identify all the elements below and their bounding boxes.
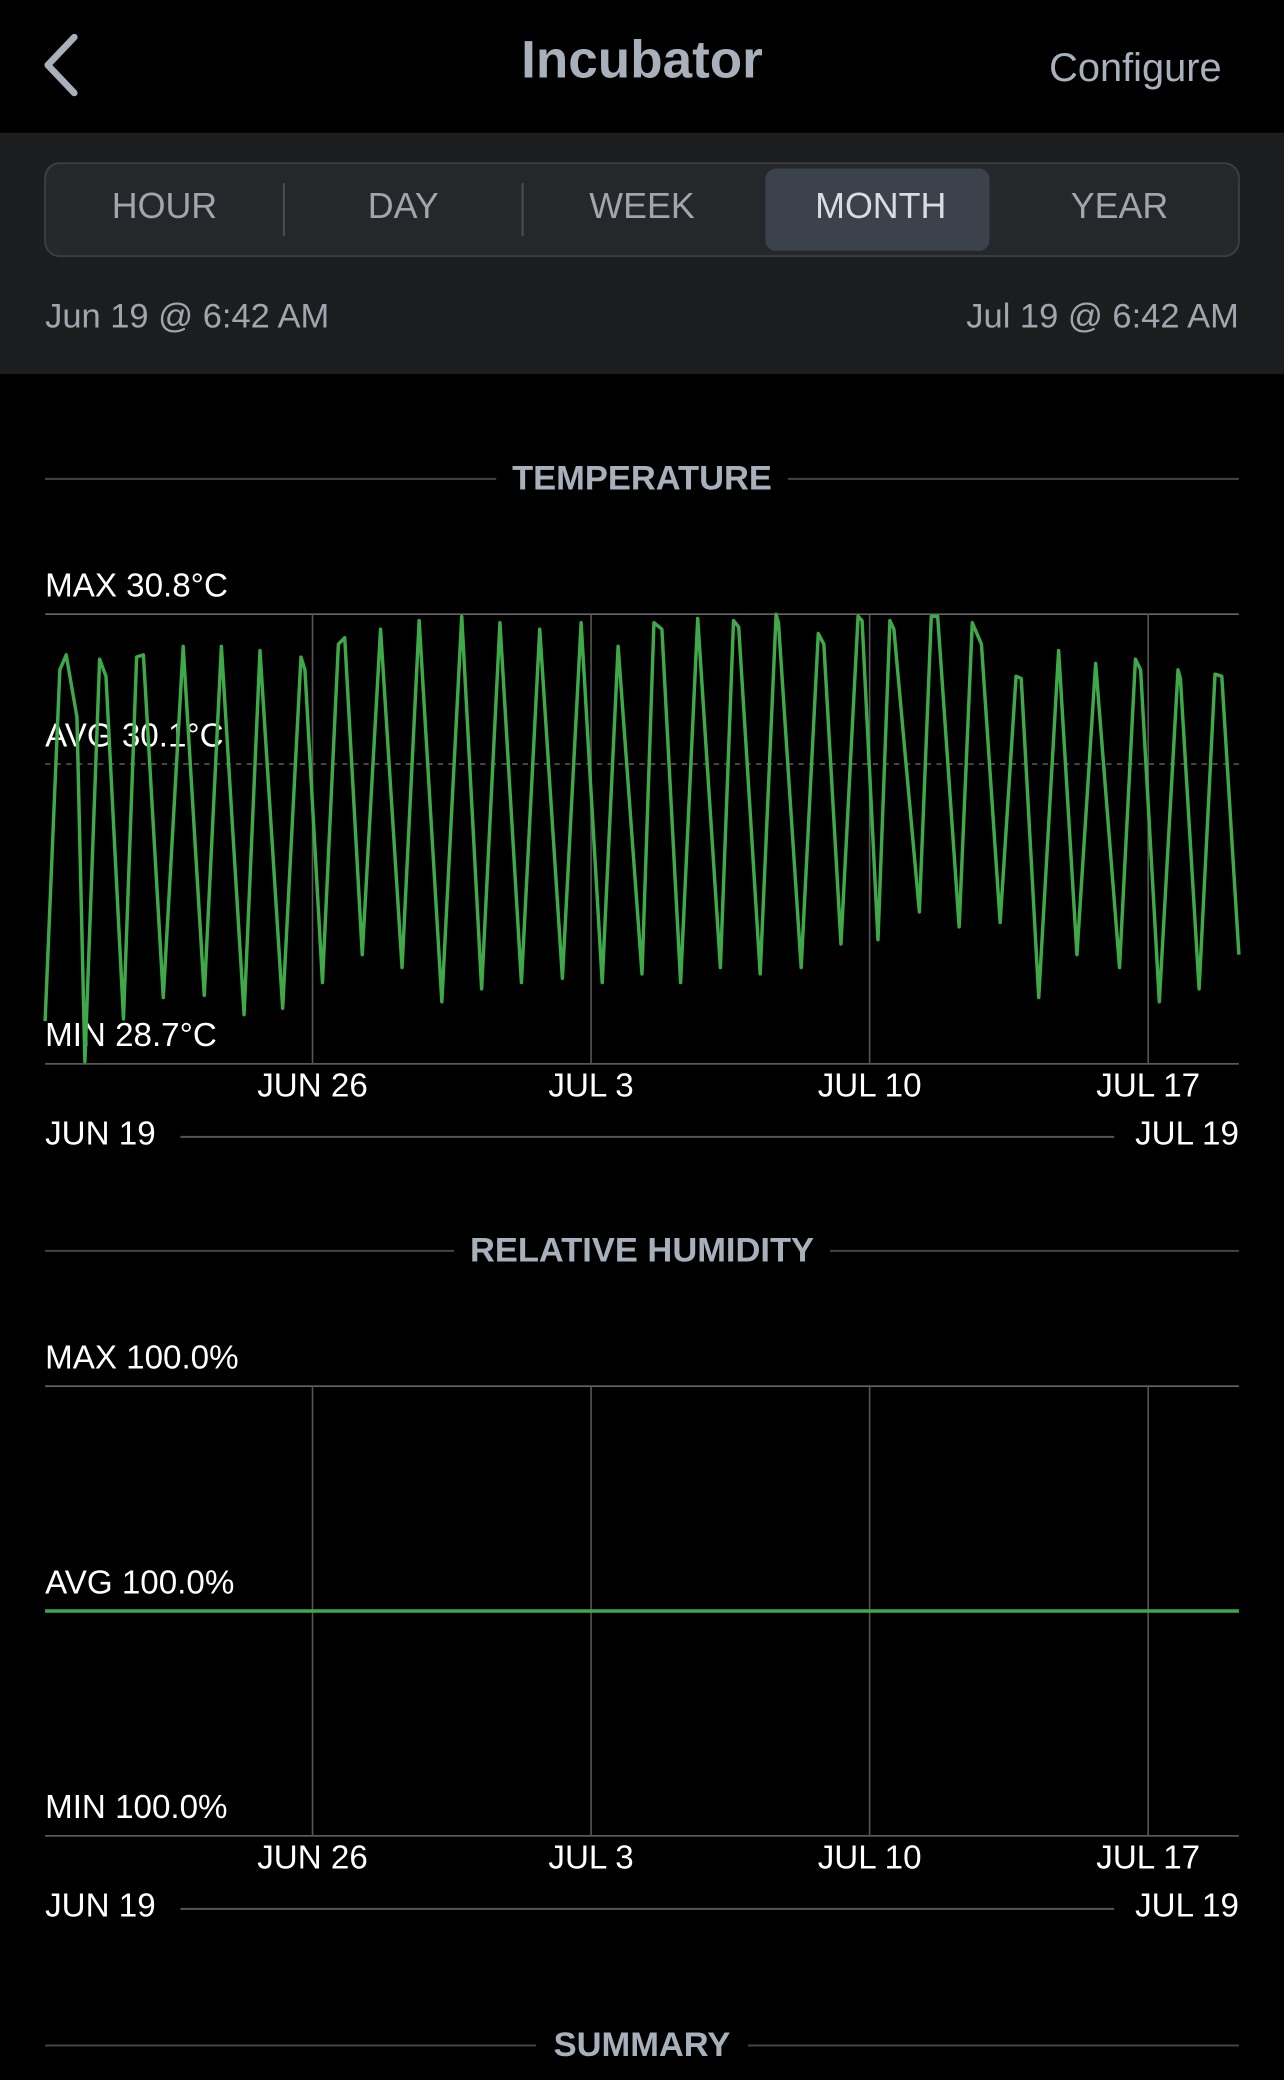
x-tick-label: JUL 17 — [1096, 1840, 1200, 1877]
chart: RELATIVE HUMIDITY MAX 100.0% AVG 100.0% MIN… — [45, 1231, 1239, 1924]
y-tick-label: AVG 100.0% — [45, 1564, 234, 1601]
y-tick-label: MIN 100.0% — [45, 1789, 227, 1826]
y-tick-label: MAX 100.0% — [45, 1339, 239, 1376]
tabs: HOUR DAY WEEK MONTH YEAR — [112, 168, 1168, 251]
configure-button[interactable]: Configure — [1049, 46, 1222, 90]
range-label: JUN 19 — [45, 1115, 156, 1152]
x-tick-label: JUN 26 — [257, 1068, 368, 1105]
section-title: SUMMARY — [554, 2026, 731, 2064]
range-label: JUL 19 — [1135, 1115, 1239, 1152]
data-line — [43, 612, 1241, 1064]
range-end: Jul 19 @ 6:42 AM — [966, 298, 1239, 336]
section-title: TEMPERATURE — [512, 459, 772, 497]
screen-title: Incubator — [521, 31, 763, 90]
x-tick-label: JUL 3 — [548, 1840, 633, 1877]
section-title: RELATIVE HUMIDITY — [470, 1231, 814, 1269]
tab[interactable]: WEEK — [589, 186, 695, 226]
tab[interactable]: MONTH — [815, 186, 946, 226]
y-tick-label: MIN 28.7°C — [45, 1017, 217, 1054]
tab[interactable]: DAY — [368, 186, 439, 226]
tab[interactable]: YEAR — [1071, 186, 1168, 226]
range-start: Jun 19 @ 6:42 AM — [45, 298, 329, 336]
x-tick-label: JUL 10 — [818, 1840, 922, 1877]
range-label: JUN 19 — [45, 1887, 156, 1924]
tab[interactable]: HOUR — [112, 186, 217, 226]
range-label: JUL 19 — [1135, 1887, 1239, 1924]
x-tick-label: JUL 10 — [818, 1068, 922, 1105]
x-tick-label: JUL 17 — [1096, 1068, 1200, 1105]
y-tick-label: MAX 30.8°C — [45, 567, 228, 604]
x-tick-label: JUL 3 — [548, 1068, 633, 1105]
x-tick-label: JUN 26 — [257, 1840, 368, 1877]
selected-tab — [765, 168, 990, 251]
back-button[interactable] — [44, 33, 78, 97]
